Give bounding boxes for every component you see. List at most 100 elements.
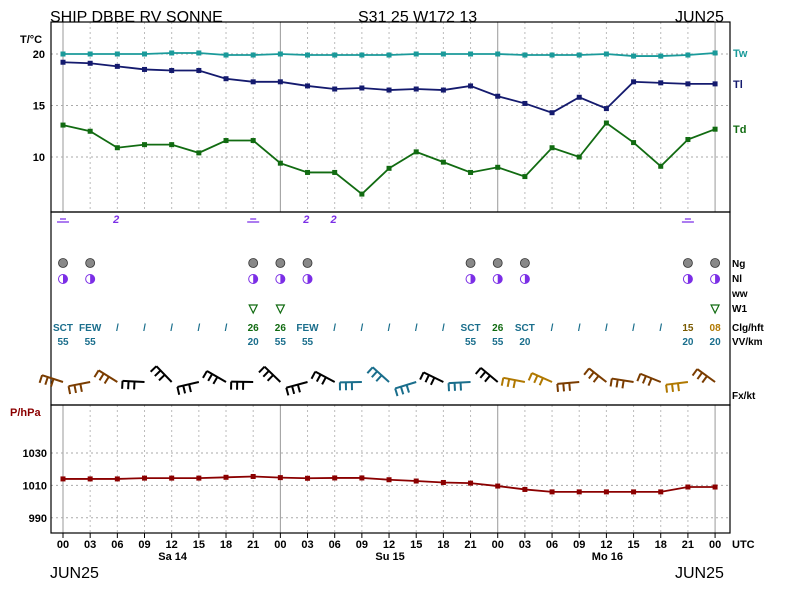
data-point-td [658, 163, 664, 169]
wind-barb-tick [212, 376, 219, 385]
temperature-tick-label: 20 [33, 49, 45, 61]
hour-label: 06 [546, 539, 558, 551]
data-point-td [277, 160, 283, 166]
wind-barb-tick [291, 385, 296, 395]
data-point-td [114, 145, 120, 151]
total-cloud-symbol [492, 258, 503, 268]
pressure-point [305, 475, 311, 481]
wind-barb-tick [500, 377, 505, 386]
pressure-point [413, 478, 419, 484]
low-cloud-symbol-fill [90, 274, 95, 284]
wind-barb-tick [429, 377, 436, 386]
row-label: Nl [732, 274, 742, 285]
pressure-tick-label: 1010 [23, 480, 47, 492]
shower-symbol [710, 304, 721, 315]
hour-label: 09 [138, 539, 150, 551]
wind-barb-tick [484, 374, 491, 383]
data-point-tl [114, 63, 120, 69]
data-point-tw [712, 50, 718, 56]
wind-barb-tick [93, 369, 100, 378]
ceiling-value: / [116, 323, 119, 334]
ceiling-value: SCT [515, 323, 535, 334]
data-point-tw [250, 52, 256, 58]
pressure-point [60, 476, 66, 482]
total-cloud-symbol [302, 258, 313, 268]
temperature-axis-label: T/°C [20, 34, 42, 46]
hour-label: 15 [410, 539, 422, 551]
data-point-tl [277, 79, 283, 85]
data-point-tw [522, 52, 528, 58]
data-point-td [495, 164, 501, 170]
pressure-point [359, 475, 365, 481]
data-point-td [440, 159, 446, 165]
data-point-td [522, 174, 528, 180]
data-point-td [712, 126, 718, 132]
hour-label: 21 [247, 539, 259, 551]
total-cloud-symbol [85, 258, 96, 268]
pressure-tick-label: 990 [29, 513, 47, 525]
wind-barb-tick [568, 382, 571, 391]
wind-barb-tick [394, 388, 399, 397]
wind-barb-tick [405, 384, 410, 393]
data-point-tw [440, 51, 446, 57]
ceiling-value: / [143, 323, 146, 334]
series-label-td: Td [733, 124, 746, 136]
low-cloud-symbol-fill [687, 274, 693, 284]
wind-barb [122, 379, 145, 383]
wind-barb [394, 381, 417, 390]
hour-label: 12 [383, 539, 395, 551]
data-point-td [413, 149, 419, 155]
visibility-value: 20 [710, 337, 722, 348]
data-point-tw [631, 53, 637, 59]
wind-barb-tick [296, 384, 301, 393]
visibility-value: 20 [248, 337, 260, 348]
data-point-tw [114, 51, 120, 57]
wind-barb-tick [207, 373, 214, 382]
data-point-tl [87, 60, 93, 66]
series-label-tl: Tl [733, 79, 743, 91]
data-point-tl [631, 79, 637, 85]
pressure-point [631, 489, 637, 495]
visibility-value: 55 [57, 337, 69, 348]
wind-barb-tick [182, 385, 187, 394]
wind-barb-tick [158, 374, 166, 382]
weather-panel-frame [50, 211, 731, 406]
data-point-tw [359, 52, 365, 58]
weather-rows: Ng Nl ww W1 Clg/hft VV/km Fx/kt SCT FEW / / / / / 26 26… [38, 214, 764, 402]
wind-barb-tick [512, 379, 517, 389]
data-point-tl [196, 67, 202, 73]
wind-barb-tick [474, 367, 482, 375]
data-point-tl [522, 100, 528, 106]
hour-label: 09 [573, 539, 585, 551]
wind-barb-tick [103, 376, 110, 385]
shower-symbol [275, 304, 286, 315]
wind-barb-tick [641, 375, 647, 384]
wind-barb-tick [592, 375, 600, 383]
wind-barb-tick [419, 371, 425, 380]
pressure-point [440, 479, 446, 485]
hour-label: 12 [166, 539, 178, 551]
visibility-value: 20 [682, 337, 694, 348]
ceiling-value: 26 [275, 323, 287, 334]
ceiling-value: / [360, 323, 363, 334]
ceiling-value: / [225, 323, 228, 334]
month-label-bottom-left: JUN25 [50, 565, 99, 582]
ceiling-value: / [659, 323, 662, 334]
row-label: VV/km [732, 337, 763, 348]
temperature-series: Tw Tl Td [60, 48, 748, 197]
ceiling-value: 15 [682, 323, 694, 334]
utc-label: UTC [732, 539, 755, 551]
wind-barb-tick [262, 370, 270, 378]
low-cloud-symbol-fill [253, 274, 258, 284]
total-cloud-symbol [275, 258, 286, 268]
data-point-td [250, 138, 256, 144]
wind-barb-tick [538, 377, 544, 386]
data-point-tl [413, 86, 419, 92]
wind-barb-tick [424, 374, 430, 383]
data-point-tl [332, 86, 338, 92]
station-position: S31 25 W172 13 [358, 9, 477, 26]
visibility-value: 55 [492, 337, 504, 348]
wind-barb-tick [609, 378, 613, 387]
series-label-tw: Tw [733, 48, 748, 60]
